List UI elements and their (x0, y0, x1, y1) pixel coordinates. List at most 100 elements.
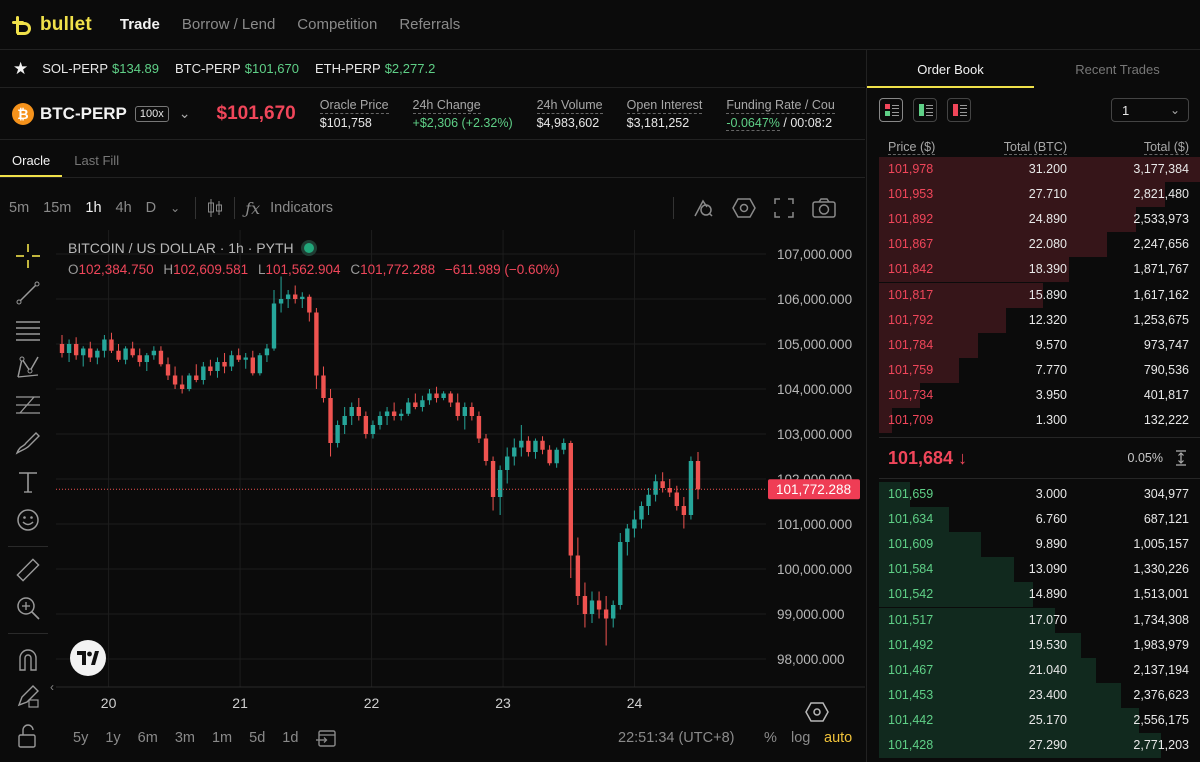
candle (483, 434, 489, 466)
row-price: 101,442 (888, 712, 934, 727)
ticker-btc[interactable]: BTC-PERP $101,670 (175, 61, 299, 76)
emoji-icon[interactable] (14, 506, 42, 534)
alert-icon[interactable] (692, 197, 714, 219)
pattern-icon[interactable] (14, 353, 42, 381)
ticker-eth[interactable]: ETH-PERP $2,277.2 (315, 61, 435, 76)
tab-recent-trades[interactable]: Recent Trades (1075, 62, 1160, 77)
ask-row[interactable]: 101,759 7.770 790,536 (879, 357, 1200, 383)
candle (257, 353, 263, 376)
view-asks-icon[interactable] (947, 98, 971, 122)
bid-row[interactable]: 101,634 6.760 687,121 (879, 507, 1200, 533)
ask-row[interactable]: 101,784 9.570 973,747 (879, 332, 1200, 358)
row-price: 101,492 (888, 637, 934, 652)
ticker-sol[interactable]: SOL-PERP $134.89 (42, 61, 159, 76)
log-scale-toggle[interactable]: log (791, 730, 811, 746)
nav-competition[interactable]: Competition (297, 16, 378, 33)
ask-row[interactable]: 101,817 15.890 1,617,162 (879, 282, 1200, 308)
view-both-icon[interactable] (879, 98, 903, 122)
tick-size-select[interactable]: 1 ⌄ (1111, 98, 1189, 122)
row-total-usd: 1,330,226 (1133, 562, 1189, 577)
brand-logo[interactable]: bullet (12, 14, 92, 36)
bid-row[interactable]: 101,517 17.070 1,734,308 (879, 607, 1200, 633)
candle-body (455, 402, 460, 416)
collapse-toolbar-icon[interactable]: ‹ (50, 680, 54, 694)
ask-row[interactable]: 101,892 24.890 2,533,973 (879, 207, 1200, 233)
camera-icon[interactable] (812, 198, 836, 218)
row-total-btc: 27.290 (1028, 738, 1067, 752)
price-chart[interactable]: 107,000.000 106,000.000 105,000.000 104,000… (0, 230, 865, 762)
bid-row[interactable]: 101,492 19.530 1,983,979 (879, 632, 1200, 658)
bid-row[interactable]: 101,609 9.890 1,005,157 (879, 532, 1200, 558)
indicators-label: Indicators (270, 200, 334, 216)
bid-row[interactable]: 101,467 21.040 2,137,194 (879, 657, 1200, 683)
lock-draw-icon[interactable] (14, 682, 42, 710)
candles-icon[interactable] (206, 198, 224, 218)
bid-row[interactable]: 101,584 13.090 1,330,226 (879, 557, 1200, 583)
tab-oracle[interactable]: Oracle (0, 153, 63, 177)
brush-icon[interactable] (14, 429, 42, 457)
ask-row[interactable]: 101,978 31.200 3,177,384 (879, 157, 1200, 182)
stat-funding-rate: Funding Rate / Cou -0.0647% / 00:08:2 (726, 97, 835, 131)
candlestick-chart[interactable]: 107,000.000 106,000.000 105,000.000 104,000… (0, 230, 865, 762)
bid-row[interactable]: 101,542 14.890 1,513,001 (879, 582, 1200, 608)
interval-4h[interactable]: 4h (115, 200, 132, 216)
range-1m[interactable]: 1m (211, 730, 233, 746)
chevron-down-icon[interactable]: ⌄ (170, 201, 181, 215)
hexagon (805, 702, 829, 722)
settings-icon[interactable] (732, 197, 756, 219)
ask-row[interactable]: 101,734 3.950 401,817 (879, 382, 1200, 408)
magnet-icon[interactable] (14, 646, 42, 674)
ask-row[interactable]: 101,709 1.300 132,222 (879, 408, 1200, 433)
range-5d[interactable]: 5d (249, 730, 266, 746)
star-icon[interactable]: ★ (13, 58, 29, 78)
mid-price-row: 101,684 ↓ 0.05% (879, 437, 1200, 479)
tradingview-logo[interactable] (70, 640, 106, 676)
candle-body (229, 355, 234, 367)
text-tool-icon[interactable] (14, 468, 42, 496)
spread-icon[interactable] (1175, 450, 1187, 466)
bid-row[interactable]: 101,453 23.400 2,376,623 (879, 682, 1200, 708)
tab-order-book[interactable]: Order Book (867, 50, 1034, 88)
range-1y[interactable]: 1y (105, 730, 121, 746)
unlock-icon[interactable] (14, 722, 42, 750)
view-bids-icon[interactable] (913, 98, 937, 122)
percent-scale-toggle[interactable]: % (764, 730, 777, 746)
chart-clock[interactable]: 22:51:34 (UTC+8) (618, 730, 735, 746)
fullscreen-icon[interactable] (774, 198, 794, 218)
depth-bar (879, 182, 1165, 208)
range-6m[interactable]: 6m (137, 730, 158, 746)
chevron-down-icon[interactable]: ⌄ (178, 105, 191, 121)
bid-row[interactable]: 101,428 27.290 2,771,203 (879, 733, 1200, 758)
crosshair-icon[interactable] (14, 242, 42, 270)
divider (673, 197, 675, 219)
bid-row[interactable]: 101,659 3.000 304,977 (879, 482, 1200, 507)
range-3m[interactable]: 3m (174, 730, 195, 746)
interval-15m[interactable]: 15m (43, 200, 72, 216)
interval-5m[interactable]: 5m (9, 200, 30, 216)
indicators-button[interactable]: ƒx Indicators (245, 199, 333, 218)
ask-row[interactable]: 101,953 27.710 2,821,480 (879, 182, 1200, 208)
row-total-usd: 1,871,767 (1133, 262, 1189, 277)
go-to-date-icon[interactable] (316, 728, 338, 748)
trend-line-icon[interactable] (14, 279, 42, 307)
ask-row[interactable]: 101,867 22.080 2,247,656 (879, 232, 1200, 258)
ask-row[interactable]: 101,792 12.320 1,253,675 (879, 307, 1200, 333)
nav-referrals[interactable]: Referrals (399, 16, 461, 33)
interval-d[interactable]: D (145, 200, 157, 216)
horizontal-lines-icon[interactable] (14, 316, 42, 344)
range-5y[interactable]: 5y (73, 730, 89, 746)
zoom-icon[interactable] (14, 594, 42, 622)
candle-body (300, 296, 305, 299)
ask-row[interactable]: 101,842 18.390 1,871,767 (879, 257, 1200, 283)
fib-icon[interactable] (14, 391, 42, 419)
nav-borrow-lend[interactable]: Borrow / Lend (181, 16, 276, 33)
bid-row[interactable]: 101,442 25.170 2,556,175 (879, 707, 1200, 733)
auto-scale-toggle[interactable]: auto (824, 730, 853, 746)
stat-label: Funding Rate / Cou (726, 98, 835, 114)
tab-last-fill[interactable]: Last Fill (74, 153, 120, 168)
nav-trade[interactable]: Trade (119, 16, 160, 33)
interval-1h[interactable]: 1h (85, 200, 102, 216)
market-selector[interactable]: BTC-PERP (40, 103, 127, 123)
ruler-icon[interactable] (14, 556, 42, 584)
range-1d[interactable]: 1d (282, 730, 299, 746)
